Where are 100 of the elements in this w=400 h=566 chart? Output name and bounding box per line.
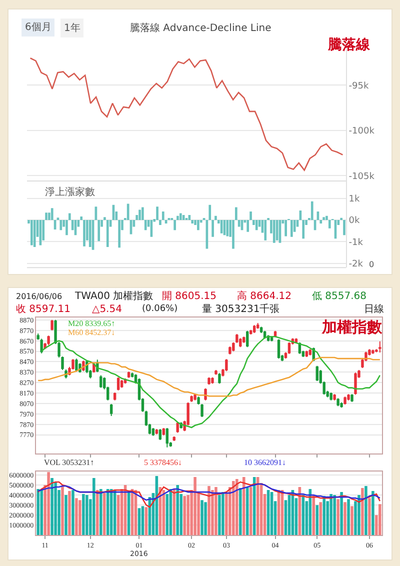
text: 10 3662091↓: [244, 458, 286, 467]
candlestick: [250, 329, 252, 336]
bar: [347, 499, 350, 536]
bar: [320, 220, 322, 224]
bar: [361, 488, 364, 536]
candlestick: [110, 403, 113, 416]
bar: [66, 220, 68, 236]
bar: [214, 216, 217, 220]
bar: [312, 495, 316, 536]
bar: [179, 213, 182, 220]
bar: [368, 498, 371, 536]
bar: [211, 490, 214, 536]
candlestick: [113, 392, 116, 401]
bar: [255, 220, 258, 230]
bar: [197, 220, 200, 230]
text: △5.54: [92, 304, 122, 315]
text: 日線: [364, 304, 384, 315]
bar: [176, 216, 179, 220]
bar: [246, 220, 250, 232]
bar: [99, 489, 102, 536]
bar: [234, 207, 238, 220]
candlestick: [47, 335, 50, 346]
bar: [194, 477, 196, 536]
bar: [290, 220, 293, 237]
bar: [236, 479, 238, 536]
line-series: [37, 483, 381, 501]
text: 1年: [64, 22, 80, 34]
bar: [83, 220, 86, 246]
bar: [232, 220, 234, 249]
candlestick: [336, 398, 340, 407]
candlestick: [214, 370, 218, 376]
candlestick: [305, 350, 308, 358]
candlestick: [194, 394, 196, 401]
bar: [50, 208, 54, 220]
bar: [218, 495, 221, 536]
annotation: 騰落線: [327, 37, 371, 53]
text: 高 8664.12: [237, 290, 292, 302]
bar: [54, 482, 57, 536]
bar: [232, 481, 235, 536]
bar: [246, 487, 249, 536]
bar: [322, 496, 326, 536]
bar: [92, 478, 96, 536]
text: 2016/06/06: [16, 292, 62, 301]
text: M60 8452.37↓: [68, 328, 116, 337]
y-tick-label: -95k: [348, 81, 370, 92]
bar: [336, 499, 340, 536]
bar: [226, 220, 229, 236]
text: 6個月: [25, 22, 52, 33]
bar: [104, 217, 106, 220]
candlestick: [172, 436, 176, 442]
bar: [68, 213, 71, 220]
candlestick: [256, 322, 260, 330]
bar: [102, 493, 106, 536]
bar: [310, 201, 314, 220]
bar: [284, 220, 287, 236]
bar: [82, 494, 85, 536]
candlestick: [228, 346, 232, 355]
bar: [344, 502, 346, 536]
text: 收 8597.11: [16, 304, 71, 315]
bar: [250, 212, 252, 220]
candlestick: [316, 365, 318, 382]
candlestick: [277, 338, 280, 360]
line-series: [40, 336, 381, 428]
bar: [272, 220, 276, 243]
text: 0: [369, 260, 374, 269]
candlestick: [330, 392, 332, 401]
y-tick-label: -105k: [348, 172, 376, 182]
candlestick: [127, 371, 130, 378]
bar: [208, 486, 210, 536]
bar: [78, 500, 82, 536]
text: (0.06%): [142, 304, 178, 314]
bar: [33, 220, 36, 248]
bar: [302, 220, 305, 239]
bar: [183, 496, 186, 536]
bar: [208, 204, 212, 220]
bar: [350, 506, 354, 536]
y-tick-label: -2k: [348, 259, 364, 270]
candlestick: [208, 376, 210, 386]
bar: [40, 489, 43, 536]
candlestick: [190, 395, 193, 402]
text: 低 8557.68: [312, 291, 367, 302]
bar: [319, 502, 322, 536]
bar: [176, 485, 179, 536]
candlestick: [120, 379, 124, 388]
candlestick: [155, 428, 158, 435]
bar: [169, 489, 172, 536]
bar: [106, 220, 109, 248]
candlestick: [92, 362, 96, 374]
candlestick: [252, 324, 256, 334]
bar: [328, 220, 331, 228]
bar: [364, 486, 368, 536]
bar: [249, 487, 252, 536]
y-tick-label: 0k: [348, 216, 361, 226]
candlestick: [116, 376, 120, 391]
candlestick: [197, 396, 200, 406]
bar: [96, 490, 99, 536]
bar: [214, 487, 218, 536]
bar: [88, 220, 92, 248]
bar: [60, 220, 62, 230]
bar: [45, 212, 48, 220]
